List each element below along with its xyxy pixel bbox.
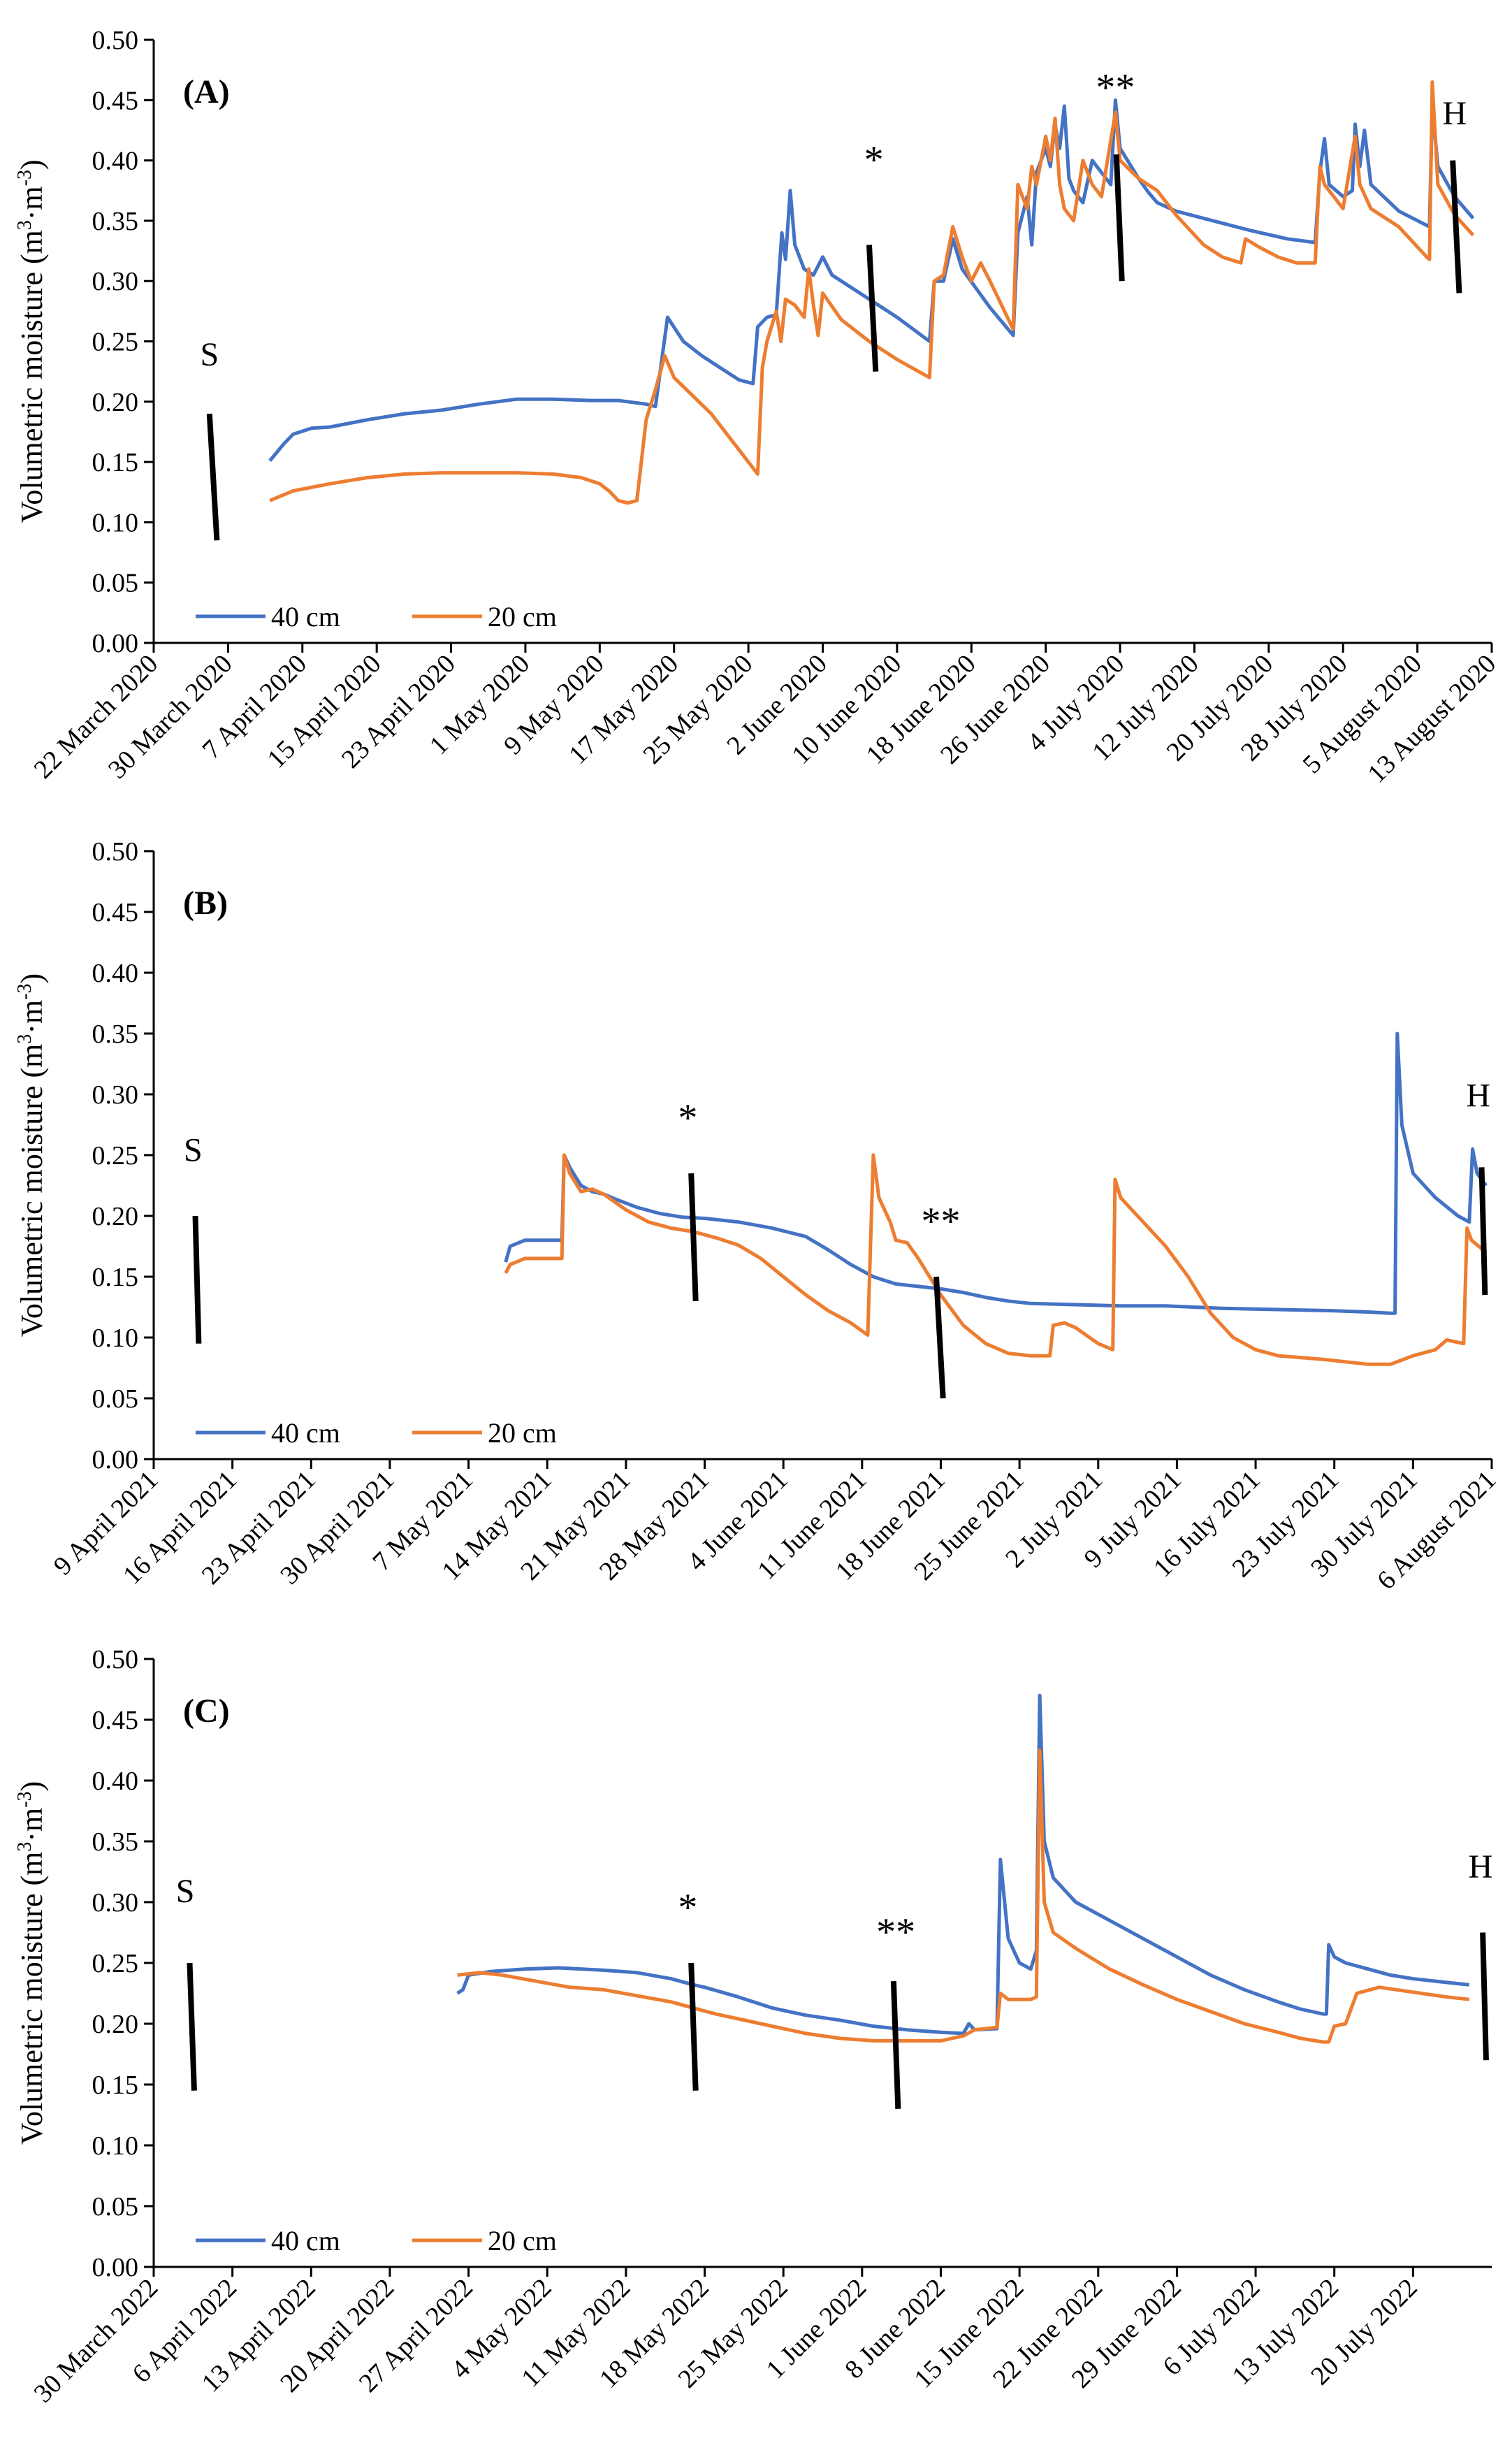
event-marker-line bbox=[192, 1215, 202, 1344]
y-tick-label: 0.40 bbox=[92, 147, 139, 176]
y-tick-label: 0.30 bbox=[92, 1888, 139, 1918]
y-axis-title-mid: ·m bbox=[15, 1808, 49, 1842]
x-tick-label: 30 March 2022 bbox=[28, 2273, 163, 2409]
y-tick-label: 0.15 bbox=[92, 1263, 139, 1292]
y-tick-label: 0.30 bbox=[92, 267, 139, 296]
y-tick-label: 0.00 bbox=[92, 2253, 139, 2282]
y-tick-label: 0.20 bbox=[92, 388, 139, 417]
legend-label: 20 cm bbox=[488, 1417, 557, 1449]
y-tick-label: 0.35 bbox=[92, 207, 139, 236]
event-marker-label: * bbox=[678, 1886, 697, 1929]
y-axis-title-end: ) bbox=[15, 973, 49, 984]
series-line-20cm bbox=[457, 1748, 1470, 2044]
event-marker-label: S bbox=[176, 1873, 195, 1910]
y-tick-label: 0.00 bbox=[92, 1445, 139, 1474]
y-tick-label: 0.35 bbox=[92, 1020, 139, 1049]
y-axis-title-mid: ·m bbox=[15, 186, 49, 220]
y-axis-title-base: Volumetric moisture (m bbox=[15, 1852, 49, 2145]
event-marker-line bbox=[1450, 160, 1462, 293]
y-tick-label: 0.10 bbox=[92, 1324, 139, 1353]
panel-c-chart: 0.00 0.05 0.10 0.15 0.20 0.25 0.30 0.35 0.40 0.45… bbox=[14, 1645, 1492, 2409]
panel-label: (C) bbox=[183, 1693, 230, 1730]
event-marker-line bbox=[206, 413, 220, 541]
y-tick-label: 0.25 bbox=[92, 1141, 139, 1170]
y-tick-label: 0.15 bbox=[92, 448, 139, 477]
event-marker-line bbox=[866, 245, 879, 372]
event-marker-line bbox=[688, 1962, 699, 2091]
y-tick-label: 0.10 bbox=[92, 2131, 139, 2161]
panel-label: (B) bbox=[183, 885, 228, 922]
event-marker-line bbox=[1480, 1932, 1489, 2061]
y-axis-title: Volumetric moisture (m3·m-3) bbox=[14, 973, 49, 1337]
y-tick-label: 0.50 bbox=[92, 1645, 139, 1674]
y-tick-label: 0.05 bbox=[92, 2192, 139, 2222]
event-marker-label: ** bbox=[921, 1200, 960, 1243]
event-marker-label: S bbox=[200, 336, 219, 373]
y-tick-label: 0.05 bbox=[92, 569, 139, 598]
y-axis-title-base: Volumetric moisture (m bbox=[15, 1044, 49, 1338]
y-tick-label: 0.00 bbox=[92, 629, 139, 658]
y-tick-label: 0.25 bbox=[92, 328, 139, 357]
event-marker-line bbox=[1113, 154, 1125, 282]
event-marker-label: S bbox=[184, 1132, 203, 1169]
y-tick-label: 0.45 bbox=[92, 898, 139, 927]
y-tick-label: 0.35 bbox=[92, 1827, 139, 1857]
event-marker-line bbox=[1478, 1167, 1488, 1296]
series-line-40cm bbox=[456, 1693, 1470, 2036]
y-axis-title-sup1: 3 bbox=[14, 1842, 36, 1852]
y-tick-label: 0.30 bbox=[92, 1080, 139, 1110]
y-axis-title-sup2: -3 bbox=[14, 983, 36, 999]
y-tick-label: 0.25 bbox=[92, 1949, 139, 1978]
y-axis-title: Volumetric moisture (m3·m-3) bbox=[14, 159, 49, 523]
event-marker-label: H bbox=[1469, 1848, 1493, 1885]
series-line-20cm bbox=[504, 1153, 1488, 1366]
x-tick-label: 13 August 2020 bbox=[1362, 649, 1502, 789]
y-axis-title-mid: ·m bbox=[15, 1000, 49, 1034]
legend-label: 20 cm bbox=[488, 2225, 557, 2256]
event-marker-line bbox=[688, 1173, 699, 1301]
legend-label: 20 cm bbox=[488, 601, 557, 632]
legend-label: 40 cm bbox=[271, 1417, 340, 1449]
panel-b-chart: 0.00 0.05 0.10 0.15 0.20 0.25 0.30 0.35 0.40 0.45… bbox=[14, 837, 1502, 1595]
series-line-40cm bbox=[504, 1031, 1488, 1315]
y-tick-label: 0.20 bbox=[92, 1202, 139, 1231]
event-marker-line bbox=[933, 1276, 946, 1399]
y-tick-label: 0.50 bbox=[92, 837, 139, 867]
y-axis-title-end: ) bbox=[15, 159, 49, 170]
series-line-20cm bbox=[269, 80, 1475, 505]
event-marker-label: * bbox=[864, 138, 884, 182]
event-marker-line bbox=[890, 1980, 901, 2109]
y-tick-label: 0.45 bbox=[92, 1706, 139, 1735]
y-tick-label: 0.40 bbox=[92, 959, 139, 988]
y-tick-label: 0.45 bbox=[92, 86, 139, 115]
y-tick-label: 0.15 bbox=[92, 2071, 139, 2100]
event-marker-label: * bbox=[678, 1096, 697, 1140]
y-tick-label: 0.10 bbox=[92, 508, 139, 537]
y-tick-label: 0.50 bbox=[92, 26, 139, 55]
event-marker-label: H bbox=[1442, 95, 1467, 132]
event-marker-label: ** bbox=[1096, 66, 1135, 109]
y-tick-label: 0.20 bbox=[92, 2010, 139, 2039]
y-tick-label: 0.05 bbox=[92, 1384, 139, 1414]
y-axis-title-sup1: 3 bbox=[14, 220, 36, 230]
panel-label: (A) bbox=[183, 73, 230, 110]
legend-label: 40 cm bbox=[271, 601, 340, 632]
y-tick-label: 0.40 bbox=[92, 1767, 139, 1796]
y-axis-title: Volumetric moisture (m3·m-3) bbox=[14, 1781, 49, 2145]
legend-label: 40 cm bbox=[271, 2225, 340, 2256]
event-marker-label: ** bbox=[876, 1911, 915, 1954]
event-marker-line bbox=[187, 1962, 197, 2091]
y-axis-title-end: ) bbox=[15, 1781, 49, 1792]
y-axis-title-base: Volumetric moisture (m bbox=[15, 230, 49, 523]
y-axis-title-sup1: 3 bbox=[14, 1034, 36, 1044]
event-marker-label: H bbox=[1466, 1077, 1490, 1114]
y-axis-title-sup2: -3 bbox=[14, 1791, 36, 1807]
panel-a-chart: 0.00 0.05 0.10 0.15 0.20 0.25 0.30 0.35 0.40 0.45… bbox=[14, 26, 1502, 789]
y-axis-title-sup2: -3 bbox=[14, 170, 36, 186]
